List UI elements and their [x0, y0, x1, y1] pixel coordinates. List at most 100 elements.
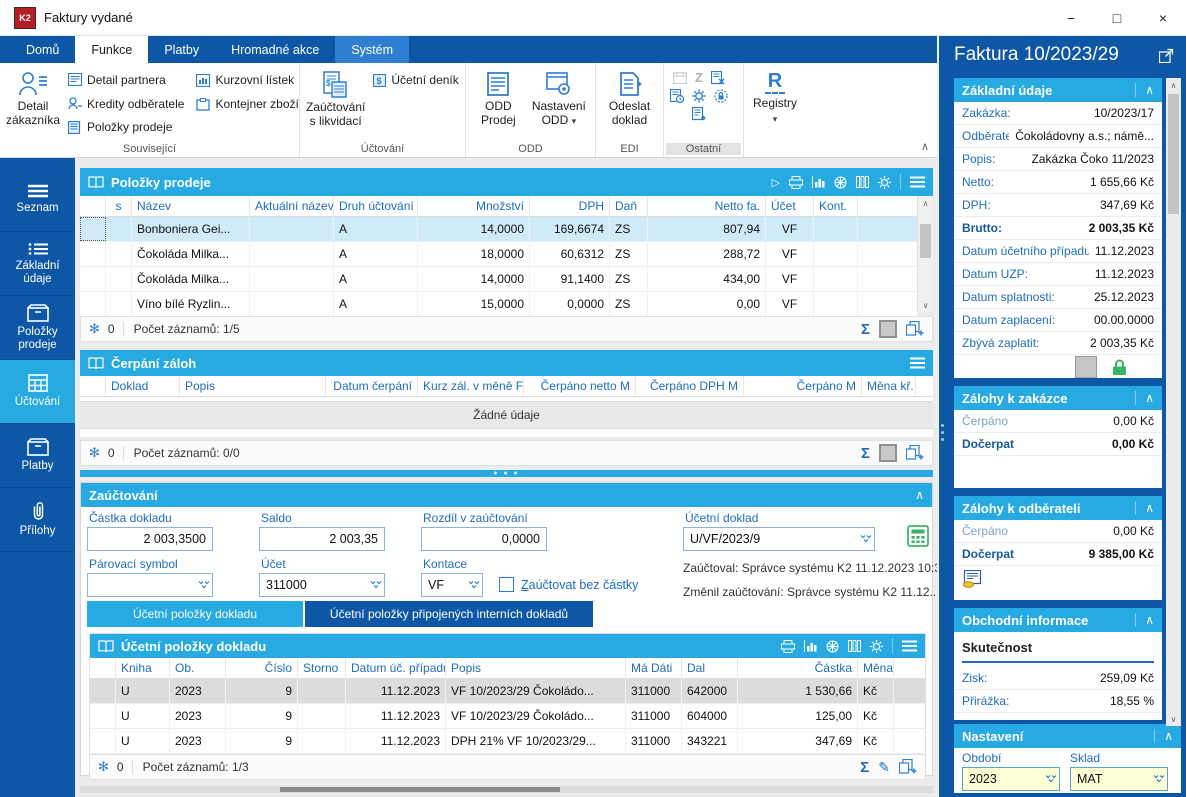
sum-icon[interactable]: Σ — [860, 444, 870, 462]
registry-button[interactable]: R Registry ▾ — [752, 70, 797, 124]
wheel-icon[interactable] — [834, 176, 847, 189]
column-header[interactable]: Popis — [446, 658, 626, 678]
gear-icon[interactable] — [870, 639, 883, 653]
sidebar-item-polozky-prodeje[interactable]: Položky prodeje — [0, 296, 75, 360]
collapse-icon[interactable]: ∧ — [1135, 501, 1154, 515]
freeze-icon[interactable]: ✻ — [89, 445, 100, 460]
column-header[interactable]: Datum úč. případu — [346, 658, 446, 678]
zauctovat-bez-castky-checkbox[interactable] — [499, 577, 514, 592]
table-row[interactable]: Čokoláda Milka... A 14,0000 91,1400 ZS 4… — [80, 267, 917, 292]
ribbon-collapse-icon[interactable]: ∧ — [920, 141, 929, 153]
column-header[interactable]: Čerpáno netto M — [524, 376, 636, 396]
kredity-odberatele-button[interactable]: Kredity odběratele — [64, 92, 188, 116]
maximize-button[interactable]: □ — [1112, 9, 1122, 26]
table-row[interactable]: U 2023 9 11.12.2023 DPH 21% VF 10/2023/2… — [90, 729, 925, 754]
column-header[interactable]: Má Dáti — [626, 658, 682, 678]
odd-prodej-button[interactable]: ODD Prodej — [472, 68, 525, 139]
horizontal-scrollbar[interactable] — [80, 786, 933, 793]
collapse-icon[interactable]: ∧ — [1135, 391, 1154, 405]
column-header[interactable]: Číslo — [226, 658, 298, 678]
freeze-icon[interactable]: ✻ — [89, 321, 100, 336]
column-header[interactable]: DPH — [530, 196, 610, 216]
column-header[interactable]: Aktuální název — [250, 196, 334, 216]
collapse-icon[interactable]: ∧ — [1135, 83, 1154, 97]
detail-zakaznika-button[interactable]: Detail zákazníka — [6, 68, 60, 139]
chart-icon[interactable] — [804, 640, 817, 652]
sklad-combo[interactable]: MAT — [1070, 767, 1168, 791]
combo-dropdown-icon[interactable] — [860, 534, 872, 544]
column-header[interactable]: Dal — [682, 658, 738, 678]
collapse-icon[interactable]: ∧ — [1135, 613, 1154, 627]
table-row[interactable]: Bonboniera Gei... A 14,0000 169,6674 ZS … — [80, 217, 917, 242]
section-header[interactable]: Základní údaje ∧ — [954, 78, 1162, 102]
kontace-combo[interactable]: VF — [421, 573, 483, 597]
section-header[interactable]: Obchodní informace ∧ — [954, 608, 1162, 632]
tab-hromadne-akce[interactable]: Hromadné akce — [231, 42, 320, 57]
checkbox-label[interactable]: Zaúčtovat bez částky — [521, 578, 639, 592]
ucet-combo[interactable]: 311000 — [259, 573, 385, 597]
close-button[interactable]: × — [1158, 9, 1168, 26]
wheel-icon[interactable] — [826, 640, 839, 653]
saldo-field[interactable]: 2 003,35 — [259, 527, 385, 551]
combo-dropdown-icon[interactable] — [1153, 774, 1165, 784]
table-row[interactable]: U 2023 9 11.12.2023 VF 10/2023/29 Čokolá… — [90, 679, 925, 704]
calculator-icon[interactable] — [907, 525, 929, 547]
zauctovani-s-likvidaci-button[interactable]: $ Zaúčtování s likvidací — [306, 68, 365, 139]
column-header[interactable]: Měna kř. — [862, 376, 916, 396]
panel-scrollbar[interactable]: ∧ ∨ — [1166, 78, 1181, 726]
table-row[interactable]: U 2023 9 11.12.2023 VF 10/2023/29 Čokolá… — [90, 704, 925, 729]
sidebar-item-prilohy[interactable]: Přílohy — [0, 488, 75, 552]
sidebar-item-seznam[interactable]: Seznam — [0, 168, 75, 232]
column-header[interactable]: s — [106, 196, 132, 216]
scroll-down-icon[interactable]: ∨ — [1170, 714, 1177, 724]
table-row[interactable]: Víno bílé Ryzlin... A 15,0000 0,0000 ZS … — [80, 292, 917, 317]
copy-add-icon[interactable] — [906, 321, 924, 337]
obdobi-combo[interactable]: 2023 — [962, 767, 1060, 791]
chart-icon[interactable] — [812, 176, 825, 188]
polozky-prodeje-button[interactable]: Položky prodeje — [64, 115, 188, 139]
combo-d ropdown-icon[interactable] — [198, 580, 210, 590]
copy-add-icon[interactable] — [906, 445, 924, 461]
advance-document-icon[interactable] — [962, 570, 1154, 588]
sidebar-item-uctovani[interactable]: Účtování — [0, 360, 75, 424]
column-header[interactable]: Doklad — [106, 376, 180, 396]
document-forward-icon[interactable] — [691, 107, 707, 121]
column-header[interactable]: Druh účtování — [334, 196, 418, 216]
column-header[interactable]: Netto fa. — [648, 196, 766, 216]
gear-icon[interactable] — [878, 175, 891, 189]
sidebar-item-zakladni-udaje[interactable]: Základní údaje — [0, 232, 75, 296]
copy-add-icon[interactable] — [899, 759, 917, 775]
print-icon[interactable] — [789, 175, 803, 189]
column-header[interactable]: Název — [132, 196, 250, 216]
column-header[interactable]: Čerpáno DPH M — [636, 376, 744, 396]
nastaveni-odd-button[interactable]: Nastavení ODD ▾ — [529, 68, 589, 139]
run-icon[interactable]: ▷ — [771, 176, 780, 189]
calendar-icon[interactable] — [673, 71, 688, 84]
column-header[interactable]: Storno — [298, 658, 346, 678]
table-row[interactable]: Čokoláda Milka... A 18,0000 60,6312 ZS 2… — [80, 242, 917, 267]
print-icon[interactable] — [781, 639, 795, 653]
kurzovni-listek-button[interactable]: Kurzovní lístek — [192, 68, 296, 92]
combo-dropdown-icon[interactable] — [468, 580, 480, 590]
document-history-icon[interactable] — [670, 89, 684, 103]
castka-dokladu-field[interactable]: 2 003,3500 — [87, 527, 213, 551]
scroll-up-icon[interactable]: ∧ — [922, 198, 929, 208]
odeslat-doklad-button[interactable]: Odeslat doklad — [602, 68, 657, 139]
tab-funkce[interactable]: Funkce — [75, 36, 149, 63]
collapse-icon[interactable]: ∧ — [1154, 729, 1173, 743]
menu-icon[interactable] — [910, 176, 925, 188]
rozdil-field[interactable]: 0,0000 — [421, 527, 547, 551]
combo-dropdown-icon[interactable] — [1045, 774, 1057, 784]
tab-ucetni-polozky-dokladu[interactable]: Účetní položky dokladu — [87, 601, 303, 627]
section-header[interactable]: Zálohy k odběrateli ∧ — [954, 496, 1162, 520]
column-header[interactable]: Kont. — [814, 196, 858, 216]
column-header[interactable]: Datum čerpání — [326, 376, 418, 396]
columns-icon[interactable] — [856, 176, 869, 188]
column-header[interactable]: Daň — [610, 196, 648, 216]
panel-splitter-handle[interactable] — [941, 420, 944, 445]
document-cancel-icon[interactable] — [710, 70, 725, 85]
scroll-thumb[interactable] — [1168, 94, 1179, 214]
column-header[interactable]: Kniha — [116, 658, 170, 678]
ucetni-doklad-combo[interactable]: U/VF/2023/9 — [683, 527, 875, 551]
tab-domu[interactable]: Domů — [26, 42, 60, 57]
